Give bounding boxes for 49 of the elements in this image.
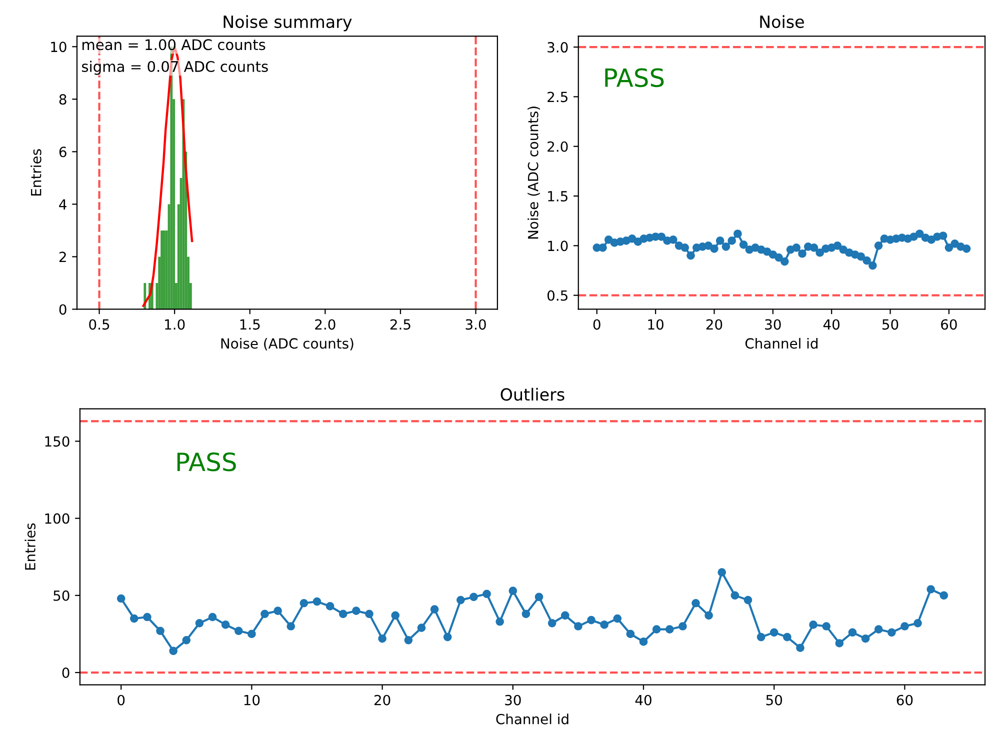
y-tick-label: 3.0 — [548, 42, 568, 53]
x-tick-label: 2.0 — [315, 319, 336, 330]
x-tick-label: 1.0 — [165, 319, 185, 330]
x-tick-label: 10 — [648, 319, 664, 330]
x-axis-title: Channel id — [745, 338, 818, 349]
y-tick-label: 0.5 — [547, 290, 568, 301]
y-tick-label: 1.0 — [548, 240, 568, 252]
y-tick-label: 2.0 — [548, 141, 568, 152]
x-axis-title: Channel id — [496, 714, 568, 724]
x-tick-label: 20 — [706, 319, 722, 330]
y-tick-label: 6 — [59, 146, 66, 158]
x-tick-label: 3.0 — [466, 319, 486, 330]
y-tick-label: 1.5 — [548, 191, 568, 202]
y-tick-label: 2 — [59, 252, 66, 262]
x-tick-label: 30 — [765, 319, 781, 330]
x-axis-title: Noise (ADC counts) — [221, 338, 354, 350]
y-tick-label: 50 — [54, 590, 70, 601]
y-tick-label: 0 — [62, 667, 70, 678]
y-axis-title: Entries — [30, 149, 42, 196]
chart-title: Noise summary — [224, 15, 352, 32]
y-tick-label: 8 — [59, 94, 66, 105]
y-tick-label: 2.5 — [548, 92, 568, 102]
x-tick-label: 2.5 — [390, 319, 410, 330]
chart-title: Outliers — [500, 388, 564, 401]
annotation: mean = 1.00 ADC counts — [82, 39, 266, 50]
y-tick-label: 0 — [59, 304, 66, 315]
x-tick-label: 10 — [244, 694, 260, 706]
annotation: PASS — [605, 68, 664, 88]
y-axis-title: Entries — [24, 523, 36, 570]
annotation: PASS — [177, 452, 236, 472]
x-tick-label: 0.5 — [89, 319, 110, 330]
y-tick-label: 100 — [45, 513, 70, 524]
x-tick-label: 0 — [118, 694, 125, 706]
x-tick-label: 20 — [374, 694, 390, 706]
x-tick-label: 50 — [766, 694, 782, 706]
x-tick-label: 40 — [823, 319, 840, 330]
x-tick-label: 50 — [882, 319, 898, 330]
y-tick-label: 4 — [59, 199, 66, 210]
x-tick-label: 0 — [593, 319, 600, 330]
x-tick-label: 40 — [635, 694, 652, 706]
x-tick-label: 60 — [941, 319, 957, 330]
y-tick-label: 10 — [51, 42, 66, 52]
x-tick-label: 30 — [505, 694, 521, 706]
annotation: sigma = 0.07 ADC counts — [82, 60, 268, 75]
x-tick-label: 1.5 — [240, 319, 260, 330]
y-tick-label: 150 — [45, 436, 70, 447]
chart-title: Noise — [760, 15, 804, 28]
y-axis-title: Noise (ADC counts) — [528, 106, 540, 239]
x-tick-label: 60 — [896, 694, 913, 706]
